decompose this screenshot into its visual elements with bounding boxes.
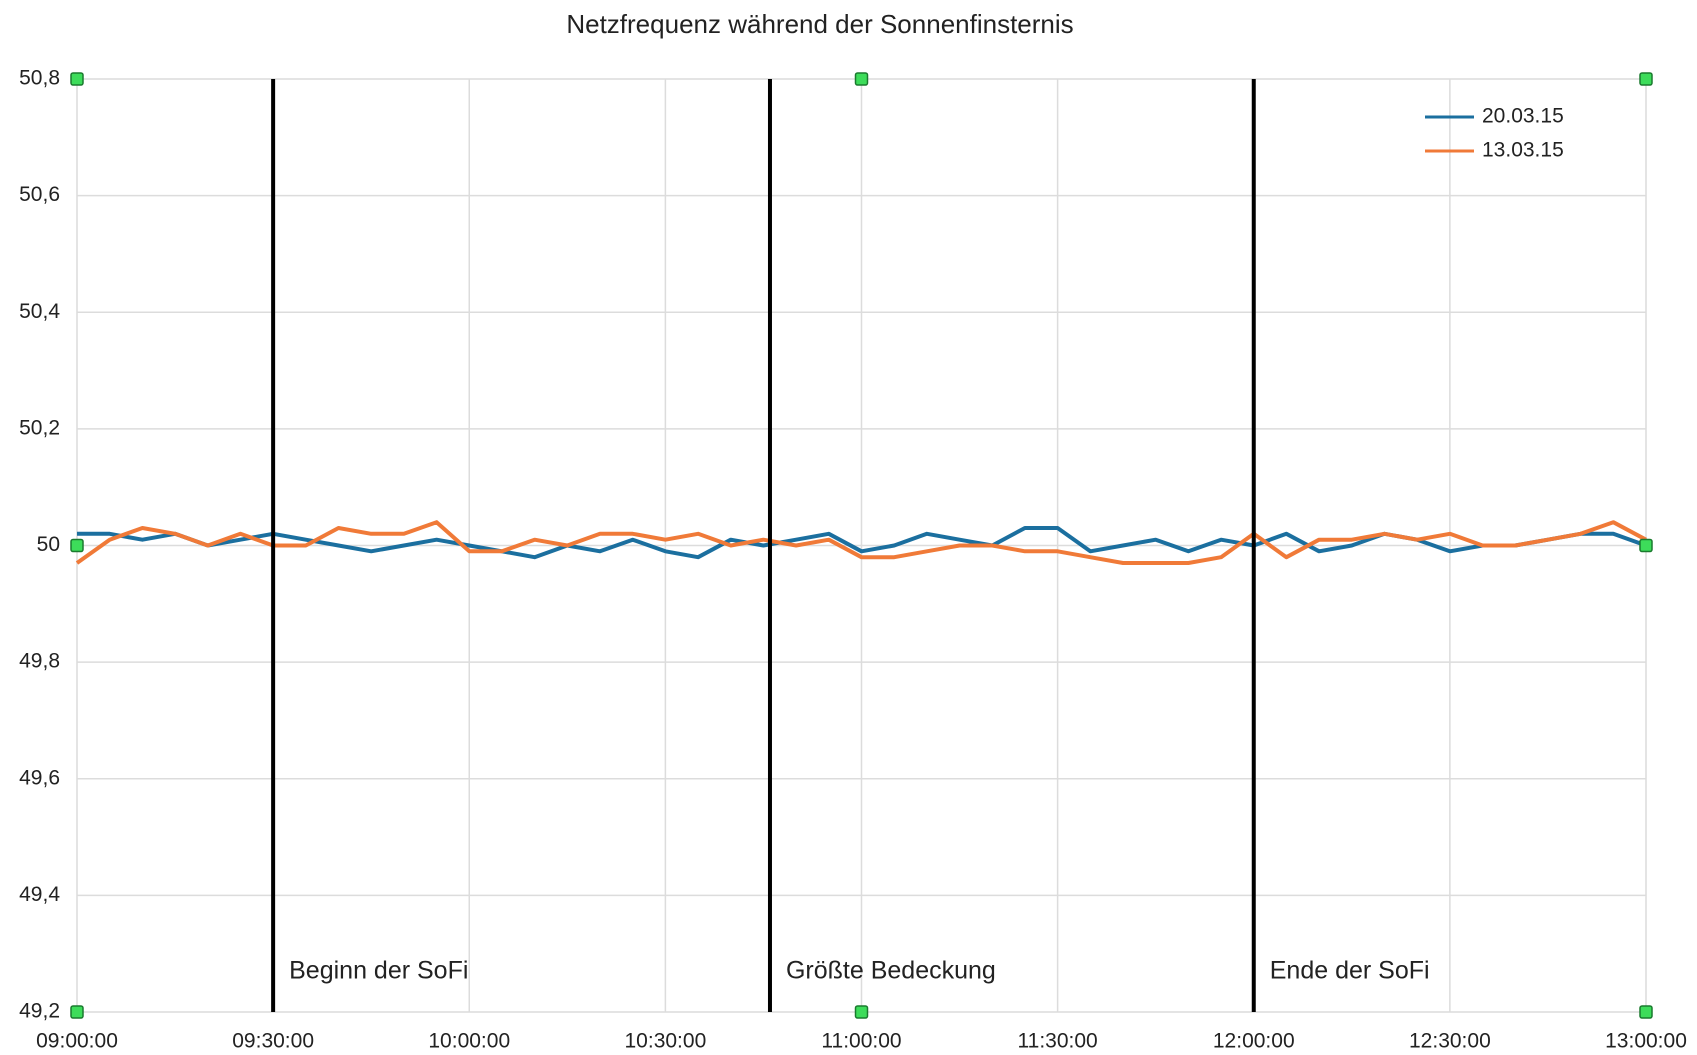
handle — [854, 1005, 869, 1019]
x-tick-label: 11:00:00 — [821, 1030, 901, 1053]
x-tick-label: 10:30:00 — [625, 1030, 707, 1053]
y-tick-label: 50,2 — [19, 416, 60, 439]
y-tick-label: 50 — [37, 533, 60, 556]
series-line — [75, 520, 1647, 565]
y-tick-label: 49,8 — [19, 650, 60, 673]
annotation: Größte Bedeckung — [786, 957, 996, 985]
x-tick-label: 11:30:00 — [1018, 1030, 1098, 1053]
handle — [70, 538, 84, 553]
y-tick-label: 49,2 — [19, 1000, 60, 1023]
handle — [1639, 72, 1653, 86]
y-tick-label: 49,4 — [19, 883, 60, 906]
y-tick-label: 50,4 — [19, 300, 60, 323]
x-tick-label: 10:00:00 — [428, 1030, 510, 1053]
x-tick-label: 12:00:00 — [1213, 1030, 1295, 1053]
handle — [1639, 1005, 1653, 1019]
handle — [70, 1005, 84, 1019]
x-tick-label: 13:00:00 — [1605, 1030, 1687, 1053]
legend-label: 20.03.15 — [1482, 105, 1564, 128]
handle — [854, 72, 869, 86]
x-tick-label: 09:30:00 — [232, 1030, 314, 1053]
x-tick-label: 09:00:00 — [36, 1030, 118, 1053]
y-tick-label: 49,6 — [19, 766, 60, 789]
y-tick-label: 50,8 — [19, 67, 60, 90]
handle — [1639, 538, 1653, 553]
annotation: Ende der SoFi — [1270, 957, 1430, 985]
y-tick-label: 50,6 — [19, 183, 60, 206]
legend-label: 13.03.15 — [1482, 139, 1564, 162]
x-tick-label: 12:30:00 — [1409, 1030, 1491, 1053]
chart-title: Netzfrequenz während der Sonnenfinsterni… — [566, 9, 1073, 39]
handle — [70, 72, 84, 86]
annotation: Beginn der SoFi — [289, 957, 468, 985]
